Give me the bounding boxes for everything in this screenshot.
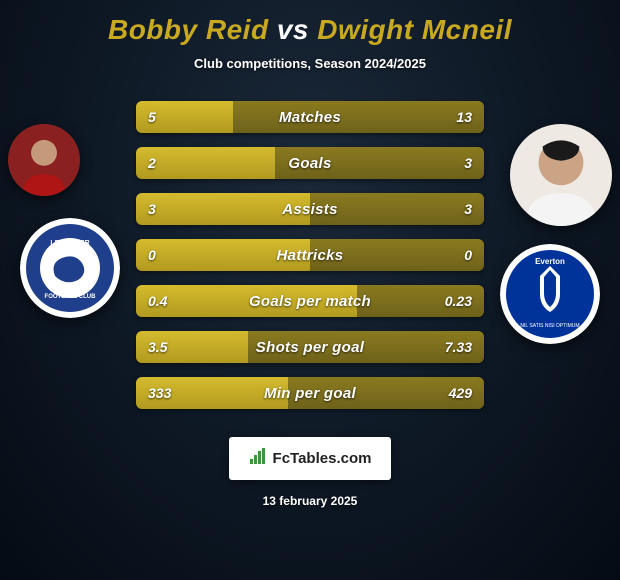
stat-value-left: 0 xyxy=(136,247,196,263)
season-subtitle: Club competitions, Season 2024/2025 xyxy=(194,56,426,71)
comparison-title: Bobby Reid vs Dwight Mcneil xyxy=(108,14,512,46)
stat-row: 333Min per goal429 xyxy=(136,377,484,409)
stat-label: Shots per goal xyxy=(196,339,424,356)
vs-label: vs xyxy=(277,14,309,45)
stat-row: 3.5Shots per goal7.33 xyxy=(136,331,484,363)
brand-badge: FcTables.com xyxy=(229,437,392,480)
player1-name: Bobby Reid xyxy=(108,14,269,45)
stat-label: Min per goal xyxy=(196,385,424,402)
player1-club-badge: LEICESTER FOOTBALL CLUB xyxy=(20,218,120,318)
stat-value-left: 3 xyxy=(136,201,196,217)
stat-label: Goals xyxy=(196,155,424,172)
svg-text:NIL SATIS NISI OPTIMUM: NIL SATIS NISI OPTIMUM xyxy=(520,323,579,329)
stat-value-left: 333 xyxy=(136,385,196,401)
stats-list: 5Matches132Goals33Assists30Hattricks00.4… xyxy=(136,101,484,409)
stat-row: 0.4Goals per match0.23 xyxy=(136,285,484,317)
stat-label: Goals per match xyxy=(196,293,424,310)
stat-value-left: 3.5 xyxy=(136,339,196,355)
stat-label: Assists xyxy=(196,201,424,218)
player2-club-badge: Everton NIL SATIS NISI OPTIMUM xyxy=(500,244,600,344)
stat-row: 5Matches13 xyxy=(136,101,484,133)
svg-text:FOOTBALL CLUB: FOOTBALL CLUB xyxy=(45,294,97,300)
stat-value-right: 13 xyxy=(424,109,484,125)
stat-value-right: 3 xyxy=(424,155,484,171)
stat-label: Matches xyxy=(196,109,424,126)
player2-name: Dwight Mcneil xyxy=(317,14,512,45)
stat-value-right: 0.23 xyxy=(424,293,484,309)
stat-row: 0Hattricks0 xyxy=(136,239,484,271)
stat-value-left: 2 xyxy=(136,155,196,171)
stat-value-right: 0 xyxy=(424,247,484,263)
stat-value-right: 7.33 xyxy=(424,339,484,355)
svg-text:Everton: Everton xyxy=(535,257,565,266)
stat-label: Hattricks xyxy=(196,247,424,264)
stat-value-right: 429 xyxy=(424,385,484,401)
brand-logo-icon xyxy=(249,447,267,470)
footer-date: 13 february 2025 xyxy=(263,494,358,508)
stat-value-right: 3 xyxy=(424,201,484,217)
stat-value-left: 5 xyxy=(136,109,196,125)
stat-row: 2Goals3 xyxy=(136,147,484,179)
stat-value-left: 0.4 xyxy=(136,293,196,309)
player1-avatar xyxy=(8,124,80,196)
player2-avatar xyxy=(510,124,612,226)
brand-text: FcTables.com xyxy=(273,450,372,467)
svg-text:LEICESTER: LEICESTER xyxy=(50,240,89,247)
stat-row: 3Assists3 xyxy=(136,193,484,225)
